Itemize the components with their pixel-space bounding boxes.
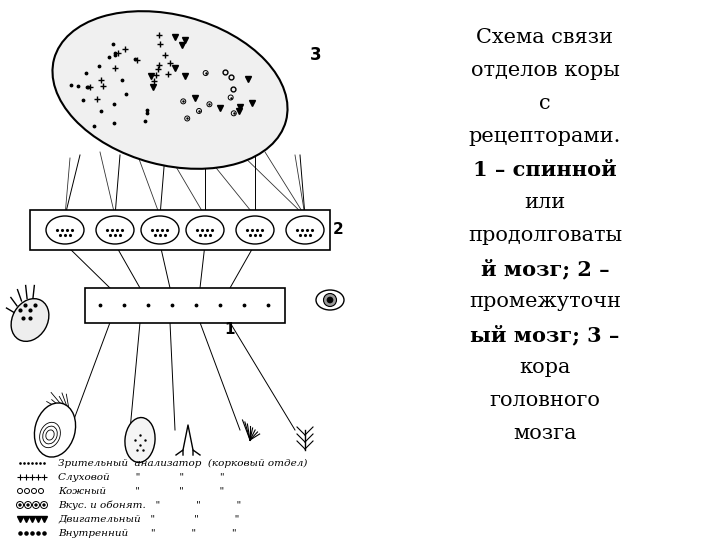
- Text: 3: 3: [310, 46, 322, 64]
- Text: или: или: [524, 193, 566, 212]
- Text: Двигательный   "            "           ": Двигательный " " ": [58, 515, 239, 523]
- Ellipse shape: [316, 290, 344, 310]
- Ellipse shape: [186, 216, 224, 244]
- Text: головного: головного: [490, 391, 600, 410]
- Text: отделов коры: отделов коры: [471, 61, 619, 80]
- Ellipse shape: [125, 417, 155, 462]
- Ellipse shape: [27, 504, 30, 507]
- Ellipse shape: [46, 216, 84, 244]
- Text: рецепторами.: рецепторами.: [469, 127, 621, 146]
- Ellipse shape: [323, 294, 336, 307]
- Text: Вкус. и обонят.   "           "           ": Вкус. и обонят. " " ": [58, 500, 241, 510]
- Text: мозга: мозга: [513, 424, 577, 443]
- Ellipse shape: [141, 216, 179, 244]
- Text: Зрительный  анализатор  (корковый отдел): Зрительный анализатор (корковый отдел): [58, 458, 307, 468]
- Text: 1 – спинной: 1 – спинной: [473, 160, 617, 180]
- Bar: [85, 287, 285, 322]
- Text: продолговаты: продолговаты: [468, 226, 622, 245]
- Ellipse shape: [42, 504, 45, 507]
- Ellipse shape: [96, 216, 134, 244]
- Text: Внутренний       "           "           ": Внутренний " " ": [58, 529, 237, 537]
- Bar: [30, 210, 330, 250]
- Text: й мозг; 2 –: й мозг; 2 –: [481, 259, 609, 280]
- Ellipse shape: [327, 297, 333, 303]
- Text: Кожный         "            "           ": Кожный " " ": [58, 487, 224, 496]
- Text: 1: 1: [225, 322, 235, 338]
- Ellipse shape: [19, 504, 22, 507]
- Ellipse shape: [11, 299, 49, 341]
- Ellipse shape: [286, 216, 324, 244]
- Ellipse shape: [35, 504, 37, 507]
- Text: промежуточн: промежуточн: [469, 292, 621, 311]
- Text: ый мозг; 3 –: ый мозг; 3 –: [470, 325, 620, 346]
- Text: 2: 2: [333, 222, 343, 238]
- Text: Схема связи: Схема связи: [477, 28, 613, 47]
- Text: Слуховой        "            "           ": Слуховой " " ": [58, 472, 225, 482]
- Ellipse shape: [35, 403, 76, 457]
- Text: кора: кора: [519, 358, 571, 377]
- Ellipse shape: [236, 216, 274, 244]
- Ellipse shape: [53, 11, 287, 169]
- Text: с: с: [539, 94, 551, 113]
